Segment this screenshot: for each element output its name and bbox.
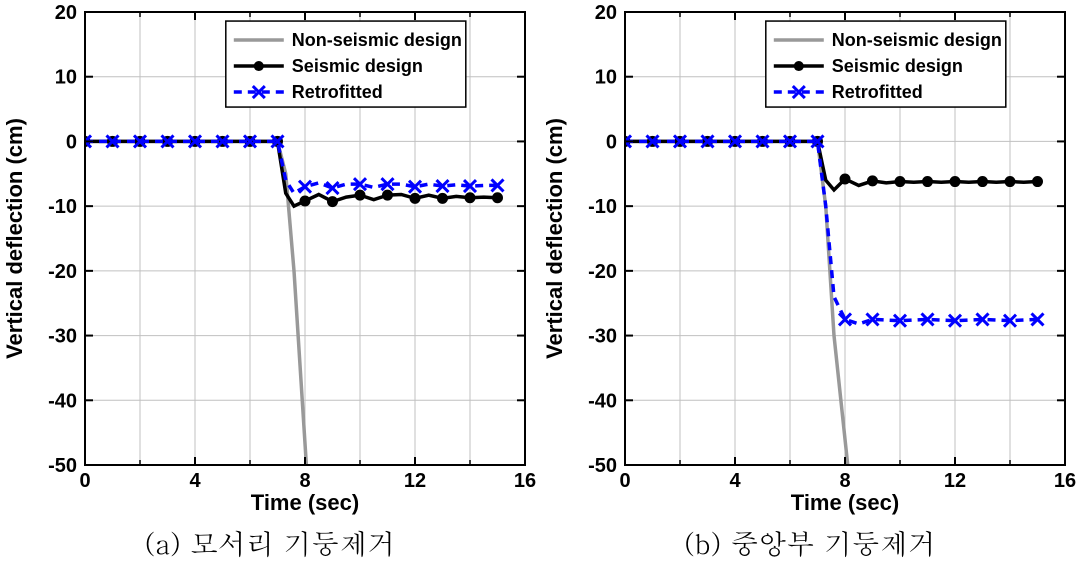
series-marker: [355, 190, 365, 200]
ytick-label: -50: [48, 455, 77, 477]
x-axis-label: Time (sec): [251, 490, 359, 515]
ytick-label: -40: [48, 390, 77, 412]
y-axis-label: Vertical deflection (cm): [542, 118, 567, 359]
series-marker: [868, 176, 878, 186]
ytick-label: 0: [66, 131, 77, 153]
ytick-label: 10: [55, 67, 77, 89]
series-marker: [1005, 177, 1015, 187]
y-axis-label: Vertical deflection (cm): [2, 118, 27, 359]
xtick-label: 0: [79, 470, 90, 492]
xtick-label: 8: [299, 470, 310, 492]
series-marker: [950, 177, 960, 187]
xtick-label: 4: [729, 470, 741, 492]
ytick-label: 20: [55, 2, 77, 24]
series-marker: [1033, 177, 1043, 187]
x-axis-label: Time (sec): [791, 490, 899, 515]
chart-b: 0 4 8 12 16 -50 -40 -30 -20 -10 0 10 20 Time (sec) Ver…: [540, 0, 1080, 520]
series-marker: [895, 177, 905, 187]
xtick-label: 4: [189, 470, 201, 492]
xtick-label: 16: [514, 470, 536, 492]
ytick-label: -10: [48, 196, 77, 218]
series-marker: [978, 177, 988, 187]
series-marker: [465, 193, 475, 203]
legend-label: Retrofitted: [832, 82, 923, 102]
panel-b: 0 4 8 12 16 -50 -40 -30 -20 -10 0 10 20 Time (sec) Ver…: [540, 0, 1080, 565]
series-marker: [410, 193, 420, 203]
xtick-label: 12: [404, 470, 426, 492]
ytick-label: -20: [588, 261, 617, 283]
series-marker: [300, 196, 310, 206]
ytick-label: -30: [588, 326, 617, 348]
ytick-label: -20: [48, 261, 77, 283]
legend-label: Non-seismic design: [832, 30, 1002, 50]
chart-a: 0 4 8 12 16 -50 -40 -30 -20 -10 0 10 20 Time (sec) Ver…: [0, 0, 540, 520]
panel-caption: (b) 중앙부 기둥제거: [540, 520, 1080, 565]
series-marker: [383, 190, 393, 200]
ytick-label: -50: [588, 455, 617, 477]
series-marker: [328, 197, 338, 207]
figure-container: 0 4 8 12 16 -50 -40 -30 -20 -10 0 10 20 Time (sec) Ver…: [0, 0, 1080, 565]
xtick-label: 12: [944, 470, 966, 492]
series-marker: [493, 193, 503, 203]
legend-label: Seismic design: [832, 56, 963, 76]
legend-label: Non-seismic design: [292, 30, 462, 50]
series-marker: [923, 177, 933, 187]
ytick-label: -40: [588, 390, 617, 412]
legend-label: Retrofitted: [292, 82, 383, 102]
ytick-label: -10: [588, 196, 617, 218]
ytick-label: -30: [48, 326, 77, 348]
panel-a: 0 4 8 12 16 -50 -40 -30 -20 -10 0 10 20 Time (sec) Ver…: [0, 0, 540, 565]
series-marker: [840, 174, 850, 184]
xtick-label: 0: [619, 470, 630, 492]
ytick-label: 10: [595, 67, 617, 89]
ytick-label: 0: [606, 131, 617, 153]
panel-caption: (a) 모서리 기둥제거: [0, 520, 540, 565]
series-marker: [438, 193, 448, 203]
xtick-label: 16: [1054, 470, 1076, 492]
ytick-label: 20: [595, 2, 617, 24]
xtick-label: 8: [839, 470, 850, 492]
legend-label: Seismic design: [292, 56, 423, 76]
